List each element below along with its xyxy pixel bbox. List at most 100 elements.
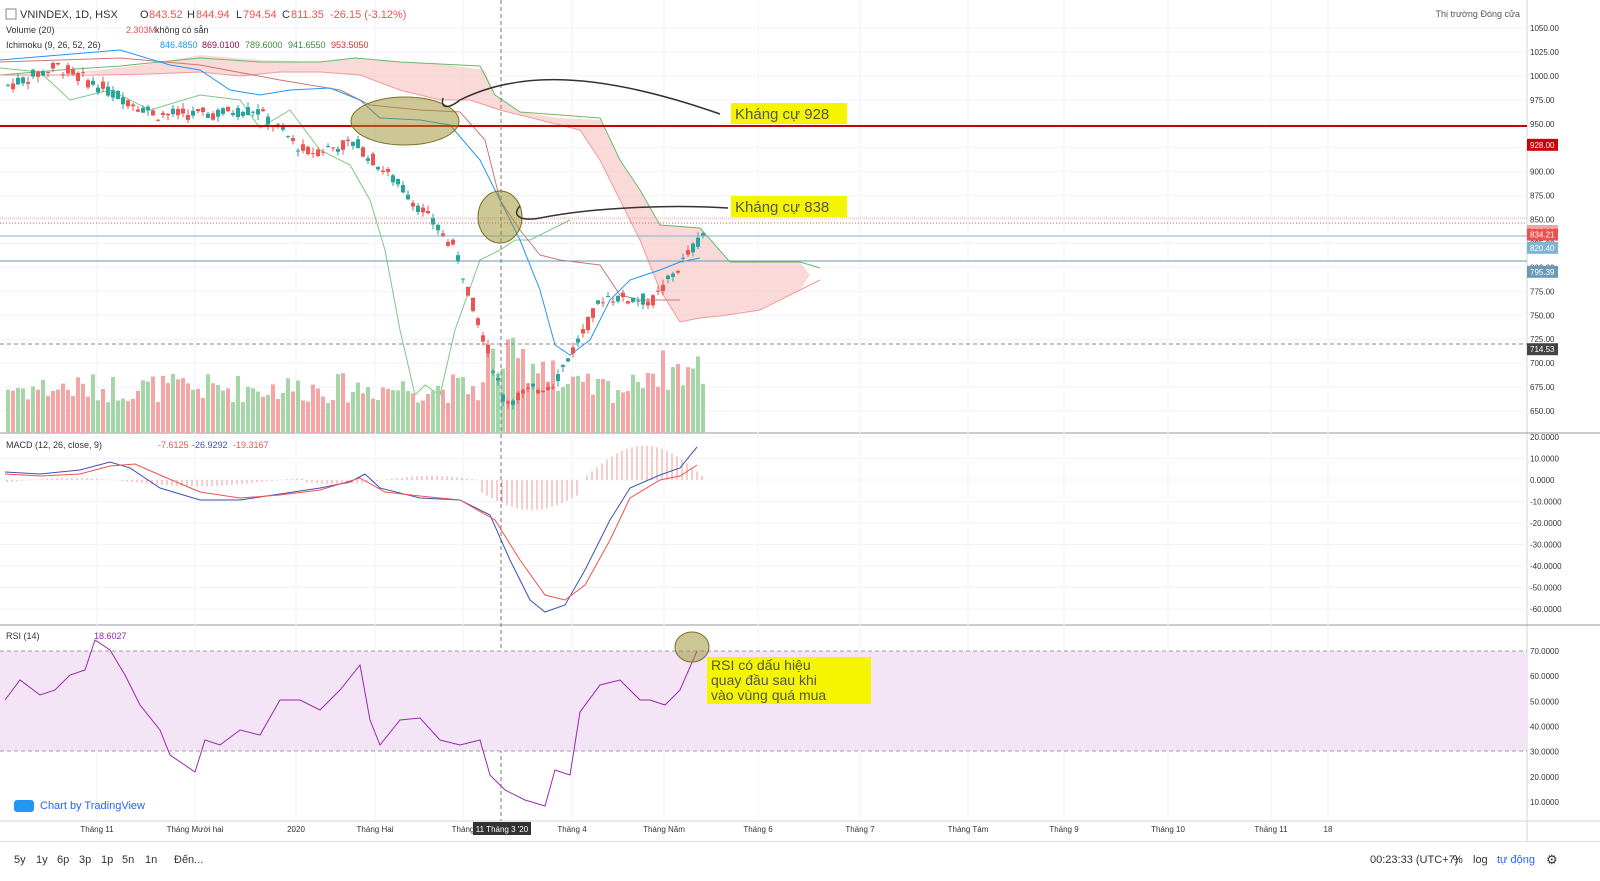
volume-bar [591,394,595,433]
main-legend: VNINDEX, 1D, HSX O 843.52 H 844.94 L 794… [5,8,1520,50]
time-tick-label: Tháng 7 [845,825,875,834]
candle-body [551,387,555,389]
volume-bar [86,396,90,433]
rsi-tick-label: 50.0000 [1530,697,1559,706]
rsi-axis[interactable]: 70.0000 60.0000 50.0000 40.0000 30.0000 20.00… [1530,647,1559,807]
symbol-label[interactable]: VNINDEX, 1D, HSX [20,9,118,21]
volume-bar [576,375,580,433]
rsi-highlight-ellipse[interactable] [674,631,710,663]
macd-line [4,446,698,613]
candle-body [511,400,515,405]
candle-body [401,184,405,193]
volume-value: 2.303M [126,25,156,35]
open-value: 843.52 [149,9,183,21]
range-button-5d[interactable]: 5n [122,854,135,866]
candle-body [211,113,215,120]
volume-bar [506,339,510,433]
volume-bar [651,373,655,433]
price-badge-label: 714.53 [1530,345,1555,354]
price-badge-label: 795.39 [1530,268,1555,277]
volume-legend[interactable]: Volume (20) [6,25,55,35]
volume-bar [391,390,395,433]
candle-body [671,273,675,277]
crosshair-time-label: 11 Tháng 3 '20 [476,825,529,834]
rsi-callout-box[interactable] [707,657,871,704]
ichimoku-cloud-1 [80,55,810,322]
tradingview-brand[interactable]: Chart by TradingView [14,800,145,812]
candle-body [556,374,560,382]
highlight-ellipse-838[interactable] [477,190,523,244]
volume-bar [101,388,105,433]
range-button-6m[interactable]: 6p [57,854,70,866]
candle-body [86,80,90,88]
volume-bar [301,400,305,433]
macd-axis[interactable]: 20.0000 10.0000 0.0000 -10.0000 -20.0000 -30.… [1530,433,1562,614]
goto-date-button[interactable]: Đến... [174,854,204,866]
settings-gear-icon[interactable]: ⚙ [1546,852,1558,867]
price-axis[interactable]: 1050.001025.001000.00975.00950.00925.009… [1530,24,1559,416]
candle-body [216,109,220,117]
price-tick-label: 1025.00 [1530,48,1559,57]
percent-toggle[interactable]: % [1453,854,1463,866]
macd-legend-label[interactable]: MACD (12, 26, close, 9) [6,440,102,450]
candle-body [491,371,495,373]
ichimoku-legend[interactable]: Ichimoku (9, 26, 52, 26) [6,40,101,50]
volume-bar [121,398,125,433]
callout-text-838: Kháng cự 838 [735,199,829,216]
volume-bar [551,360,555,433]
macd-histogram [6,445,703,511]
candle-body [136,109,140,112]
candles [6,61,705,410]
volume-bar [386,389,390,433]
candle-body [666,275,670,280]
macd-tick-label: -60.0000 [1530,605,1562,614]
volume-bar [66,389,70,433]
volume-bar [496,374,500,433]
price-tick-label: 650.00 [1530,407,1555,416]
rsi-value: 18.6027 [94,631,127,641]
candle-body [26,82,30,84]
volume-bar [81,383,85,433]
clock-label[interactable]: 00:23:33 (UTC+7) [1370,854,1459,866]
range-button-3m[interactable]: 3p [79,854,92,866]
candle-body [581,329,585,334]
volume-bar [251,388,255,433]
log-toggle[interactable]: log [1473,854,1488,866]
volume-bar [131,398,135,433]
callout-box-928[interactable] [731,103,847,124]
volume-bar [376,399,380,433]
volume-bar [206,374,210,433]
candle-body [566,358,570,362]
price-badge [1527,228,1558,241]
chart-svg[interactable]: Kháng cự 928 Kháng cự 838 RSI có dấu hiệ… [0,0,1600,841]
volume-bar [451,374,455,433]
collapse-icon[interactable] [5,8,17,20]
highlight-ellipse-928[interactable] [350,96,460,146]
low-label: L [236,9,242,21]
range-button-5y[interactable]: 5y [14,854,26,866]
candle-body [146,106,150,111]
auto-scale-toggle[interactable]: tự động [1497,854,1535,866]
candle-body [36,71,40,77]
candle-body [321,151,325,153]
time-axis[interactable]: Tháng 11 Tháng Mười hai 2020 Tháng Hai Tháng… [80,825,1333,834]
macd-tick-label: -40.0000 [1530,562,1562,571]
candle-body [416,205,420,212]
range-button-1d[interactable]: 1n [145,854,158,866]
volume-bar [671,367,675,433]
volume-bar [91,374,95,433]
rsi-legend-label[interactable]: RSI (14) [6,631,40,641]
volume-bar [196,388,200,433]
volume-bar [311,384,315,433]
range-button-1y[interactable]: 1y [36,854,48,866]
volume-bar [431,390,435,433]
candle-body [461,278,465,280]
volume-bar [231,402,235,433]
range-button-1m[interactable]: 1p [101,854,114,866]
candle-body [586,316,590,331]
callout-box-838[interactable] [731,196,847,217]
macd-value-1: -7.6125 [158,440,189,450]
candle-body [311,153,315,155]
candle-body [21,77,25,84]
